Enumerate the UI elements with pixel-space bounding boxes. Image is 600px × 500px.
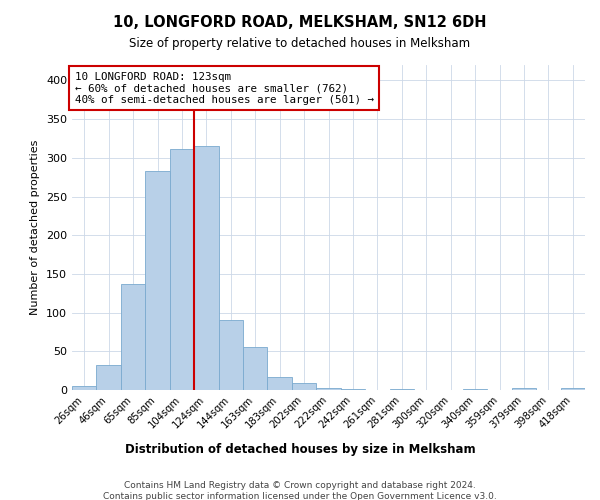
Bar	[512, 388, 536, 390]
Bar	[145, 171, 170, 390]
Bar	[316, 388, 341, 390]
Bar	[268, 377, 292, 390]
Text: 10 LONGFORD ROAD: 123sqm
← 60% of detached houses are smaller (762)
40% of semi-: 10 LONGFORD ROAD: 123sqm ← 60% of detach…	[74, 72, 374, 104]
Bar	[560, 388, 585, 390]
Bar	[121, 284, 145, 390]
Bar	[341, 389, 365, 390]
Text: Contains HM Land Registry data © Crown copyright and database right 2024.: Contains HM Land Registry data © Crown c…	[124, 481, 476, 490]
Bar	[194, 146, 218, 390]
Bar	[97, 365, 121, 390]
Bar	[170, 148, 194, 390]
Bar	[292, 383, 316, 390]
Text: Distribution of detached houses by size in Melksham: Distribution of detached houses by size …	[125, 442, 475, 456]
Bar	[72, 386, 97, 390]
Y-axis label: Number of detached properties: Number of detached properties	[31, 140, 40, 315]
Bar	[463, 389, 487, 390]
Bar	[218, 320, 243, 390]
Text: Size of property relative to detached houses in Melksham: Size of property relative to detached ho…	[130, 38, 470, 51]
Bar	[389, 389, 414, 390]
Text: 10, LONGFORD ROAD, MELKSHAM, SN12 6DH: 10, LONGFORD ROAD, MELKSHAM, SN12 6DH	[113, 15, 487, 30]
Bar	[243, 348, 268, 390]
Text: Contains public sector information licensed under the Open Government Licence v3: Contains public sector information licen…	[103, 492, 497, 500]
